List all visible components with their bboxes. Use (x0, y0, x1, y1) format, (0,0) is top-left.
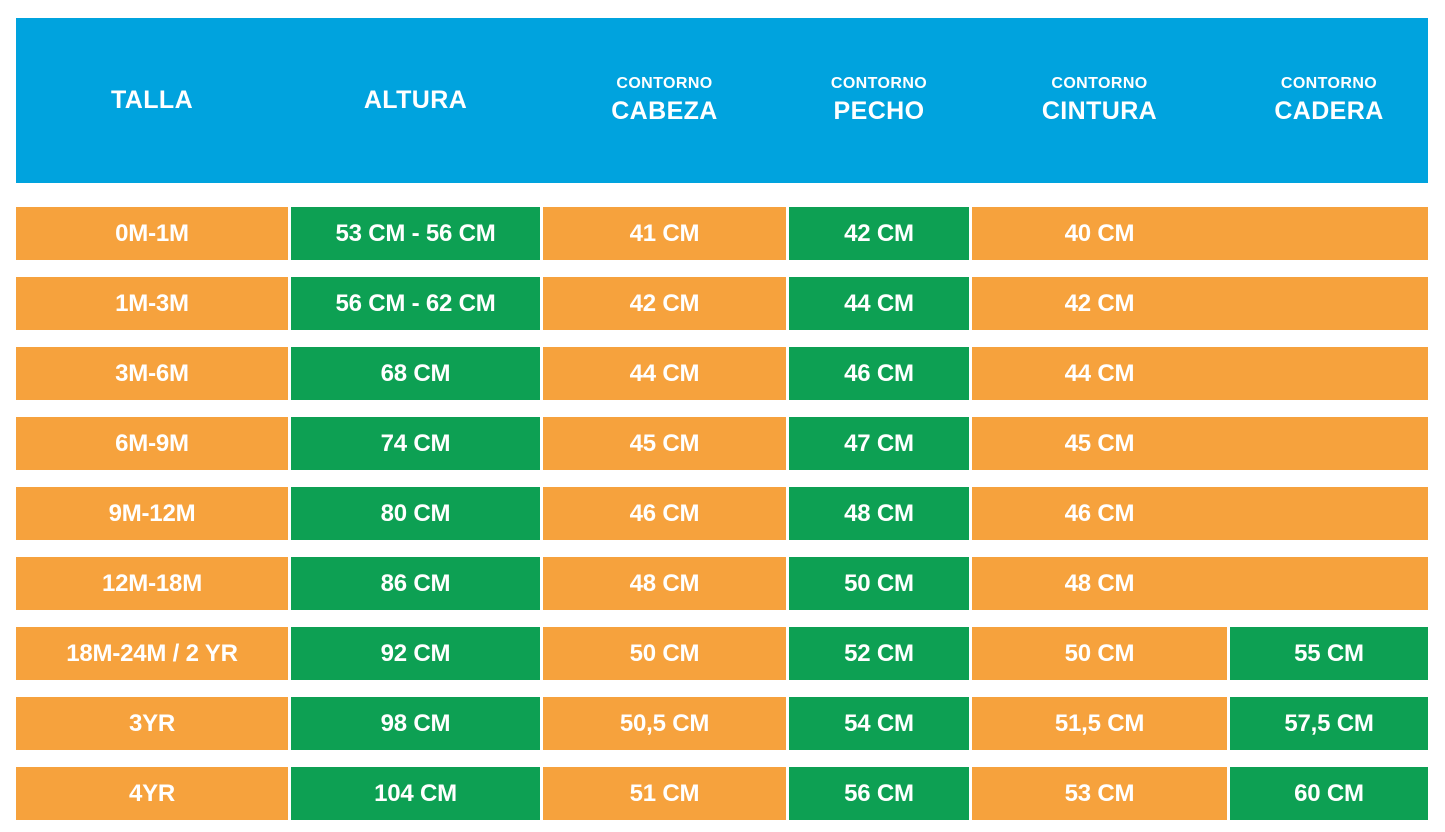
cell-cadera: 57,5 CM (1230, 697, 1428, 750)
cell-cabeza: 42 CM (543, 277, 786, 330)
cell-talla: 1M-3M (16, 277, 288, 330)
table-row: 6M-9M 74 CM 45 CM 47 CM 45 CM (16, 417, 1428, 470)
cell-talla: 9M-12M (16, 487, 288, 540)
cell-altura: 80 CM (291, 487, 540, 540)
cell-altura: 56 CM - 62 CM (291, 277, 540, 330)
cell-cadera: 60 CM (1230, 767, 1428, 820)
table-row: 12M-18M 86 CM 48 CM 50 CM 48 CM (16, 557, 1428, 610)
cell-talla: 18M-24M / 2 YR (16, 627, 288, 680)
column-header-top-label: CONTORNO (830, 75, 928, 92)
cell-talla: 0M-1M (16, 207, 288, 260)
cell-altura: 86 CM (291, 557, 540, 610)
column-header-cintura: CONTORNO CINTURA (972, 75, 1227, 126)
table-row: 0M-1M 53 CM - 56 CM 41 CM 42 CM 40 CM (16, 207, 1428, 260)
column-header-label: TALLA (110, 86, 194, 114)
cell-pecho: 47 CM (789, 417, 969, 470)
cell-cabeza: 50,5 CM (543, 697, 786, 750)
cell-altura: 68 CM (291, 347, 540, 400)
cell-pecho: 46 CM (789, 347, 969, 400)
cell-cintura: 53 CM (972, 767, 1227, 820)
cell-altura: 74 CM (291, 417, 540, 470)
cell-talla: 3YR (16, 697, 288, 750)
cell-cabeza: 44 CM (543, 347, 786, 400)
column-header-top-label: CONTORNO (1280, 75, 1378, 92)
cell-cadera: 55 CM (1230, 627, 1428, 680)
column-header-label: CINTURA (1041, 97, 1158, 125)
column-header-altura: ALTURA (291, 86, 540, 115)
table-row: 9M-12M 80 CM 46 CM 48 CM 46 CM (16, 487, 1428, 540)
cell-cintura: 50 CM (972, 627, 1227, 680)
cell-talla: 6M-9M (16, 417, 288, 470)
table-body: 0M-1M 53 CM - 56 CM 41 CM 42 CM 40 CM 1M-3M 56… (16, 207, 1428, 820)
column-header-top-label: CONTORNO (616, 75, 713, 92)
cell-cintura: 40 CM (972, 207, 1428, 260)
table-row: 18M-24M / 2 YR 92 CM 50 CM 52 CM 50 CM 55 CM (16, 627, 1428, 680)
cell-altura: 92 CM (291, 627, 540, 680)
cell-pecho: 52 CM (789, 627, 969, 680)
cell-pecho: 56 CM (789, 767, 969, 820)
cell-cabeza: 46 CM (543, 487, 786, 540)
cell-altura: 104 CM (291, 767, 540, 820)
column-header-cadera: CONTORNO CADERA (1230, 75, 1428, 126)
column-header-label: ALTURA (363, 86, 468, 114)
cell-pecho: 50 CM (789, 557, 969, 610)
column-header-pecho: CONTORNO PECHO (789, 75, 969, 126)
cell-pecho: 54 CM (789, 697, 969, 750)
table-row: 4YR 104 CM 51 CM 56 CM 53 CM 60 CM (16, 767, 1428, 820)
size-chart-table: TALLA ALTURA CONTORNO CABEZA CONTORNO PECHO CO… (16, 18, 1428, 820)
cell-cabeza: 50 CM (543, 627, 786, 680)
cell-pecho: 48 CM (789, 487, 969, 540)
table-header-row: TALLA ALTURA CONTORNO CABEZA CONTORNO PECHO CO… (16, 18, 1428, 183)
column-header-label: CADERA (1274, 97, 1384, 125)
column-header-top-label: CONTORNO (1051, 75, 1148, 92)
column-header-label: CABEZA (611, 97, 718, 125)
cell-cabeza: 51 CM (543, 767, 786, 820)
cell-cintura: 51,5 CM (972, 697, 1227, 750)
cell-talla: 12M-18M (16, 557, 288, 610)
cell-pecho: 44 CM (789, 277, 969, 330)
column-header-cabeza: CONTORNO CABEZA (543, 75, 786, 126)
cell-altura: 53 CM - 56 CM (291, 207, 540, 260)
cell-cabeza: 45 CM (543, 417, 786, 470)
cell-talla: 3M-6M (16, 347, 288, 400)
table-row: 1M-3M 56 CM - 62 CM 42 CM 44 CM 42 CM (16, 277, 1428, 330)
cell-cintura: 45 CM (972, 417, 1428, 470)
cell-cabeza: 41 CM (543, 207, 786, 260)
column-header-talla: TALLA (16, 86, 288, 115)
cell-talla: 4YR (16, 767, 288, 820)
cell-cintura: 42 CM (972, 277, 1428, 330)
cell-cintura: 48 CM (972, 557, 1428, 610)
cell-altura: 98 CM (291, 697, 540, 750)
cell-pecho: 42 CM (789, 207, 969, 260)
table-row: 3YR 98 CM 50,5 CM 54 CM 51,5 CM 57,5 CM (16, 697, 1428, 750)
cell-cabeza: 48 CM (543, 557, 786, 610)
table-row: 3M-6M 68 CM 44 CM 46 CM 44 CM (16, 347, 1428, 400)
cell-cintura: 46 CM (972, 487, 1428, 540)
cell-cintura: 44 CM (972, 347, 1428, 400)
column-header-label: PECHO (833, 97, 925, 125)
